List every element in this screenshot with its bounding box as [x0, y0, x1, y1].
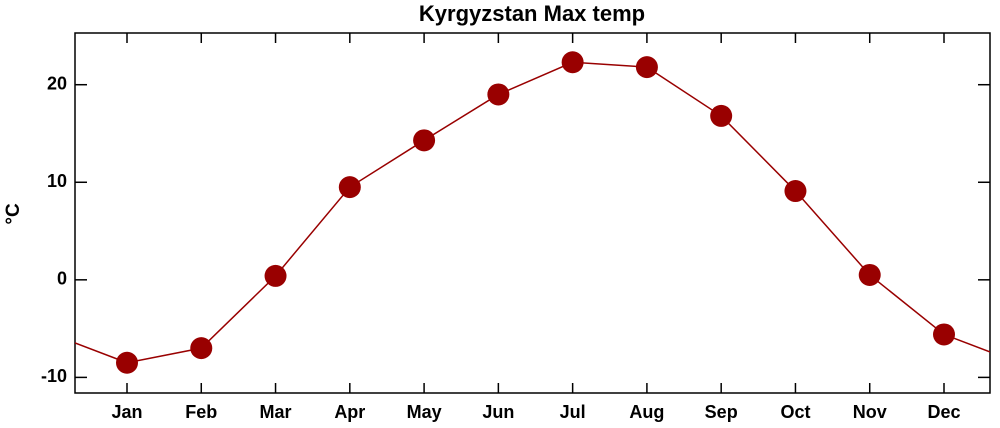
x-tick-label: Sep [705, 402, 738, 422]
y-tick-label: -10 [41, 366, 67, 386]
y-tick-label: 0 [57, 269, 67, 289]
plot-frame [74, 32, 991, 394]
x-tick-label: Jun [482, 402, 514, 422]
x-tick-label: Aug [629, 402, 664, 422]
x-tick-label: Mar [260, 402, 292, 422]
x-tick-label: Apr [334, 402, 365, 422]
wrap-segment [943, 333, 990, 353]
chart-title: Kyrgyzstan Max temp [419, 1, 645, 26]
data-point [338, 176, 361, 199]
data-point [413, 129, 436, 152]
data-point [710, 104, 733, 127]
x-tick-label: May [407, 402, 442, 422]
data-point [858, 263, 881, 286]
data-point [561, 51, 584, 74]
data-point [116, 351, 138, 374]
data-point [264, 264, 287, 287]
data-point [635, 56, 658, 79]
x-tick-label: Jul [560, 402, 586, 422]
data-point [784, 180, 807, 203]
data-point [190, 337, 213, 360]
y-tick-label: 10 [47, 171, 67, 191]
y-axis-label: °C [3, 203, 24, 225]
x-tick-label: Feb [185, 402, 217, 422]
data-point [487, 83, 510, 106]
data-line [126, 61, 945, 364]
wrap-segment [75, 342, 128, 364]
y-tick-label: 20 [47, 73, 67, 93]
x-tick-label: Dec [927, 402, 960, 422]
x-tick-label: Jan [111, 402, 142, 422]
x-tick-label: Oct [780, 402, 810, 422]
x-tick-label: Nov [853, 402, 887, 422]
data-point [933, 323, 955, 346]
